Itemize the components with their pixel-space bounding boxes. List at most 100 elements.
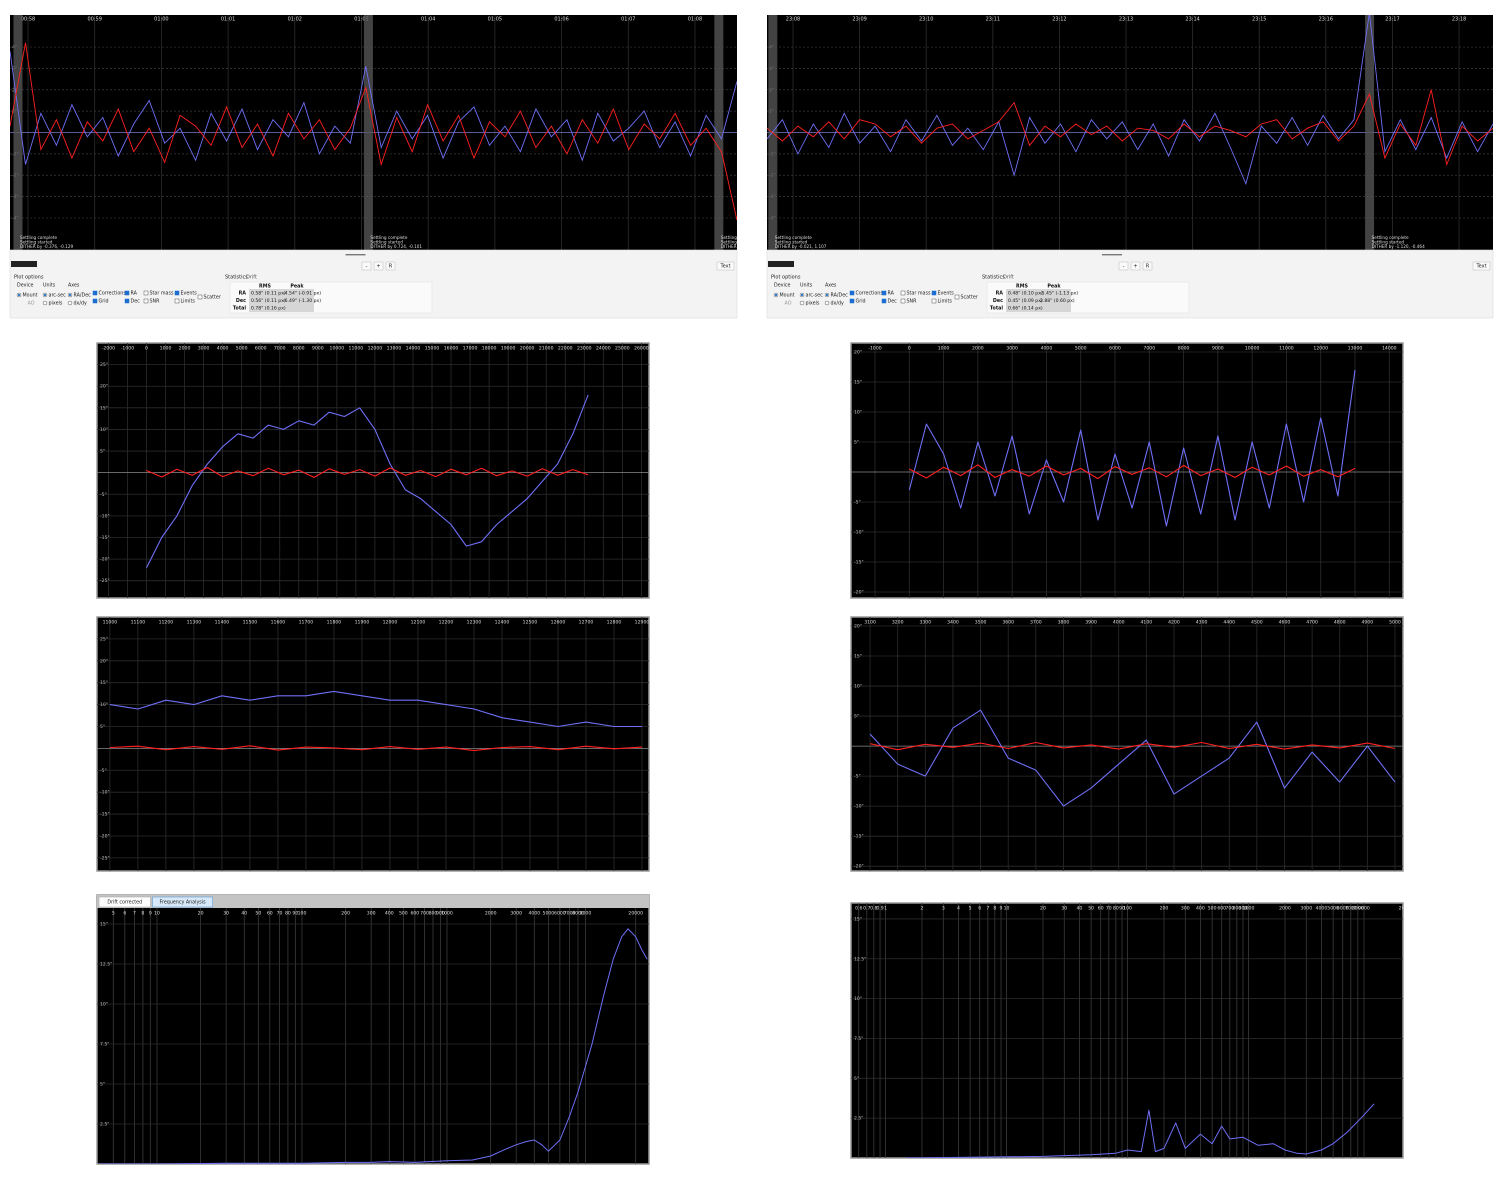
x-tick-label: 4100 [1140, 620, 1152, 626]
tab-label: Frequency Analysis [160, 900, 207, 906]
y-tick-label: -5" [100, 768, 107, 774]
time-label: 00:58 [21, 17, 35, 23]
group-label: Axes [68, 283, 80, 289]
x-tick-label: 700 [1225, 906, 1234, 912]
group-label: Units [43, 283, 56, 289]
checkbox[interactable] [849, 290, 855, 296]
time-label: 23:18 [1452, 17, 1466, 23]
plot: 3100 3200 3300 3400 3500 3600 3700 3800 3900 4000… [851, 617, 1403, 871]
time-label: 01:00 [154, 17, 168, 23]
x-tick-label: 20 [1040, 906, 1046, 912]
checkbox[interactable] [931, 290, 937, 296]
y-tick-label: 12.5" [100, 962, 112, 968]
checkbox[interactable] [849, 298, 855, 304]
stats-value: -6.49" (-1.30 px) [283, 298, 321, 304]
checkbox[interactable] [881, 298, 887, 304]
checkbox[interactable] [174, 298, 180, 304]
x-tick-label: 1000 [938, 346, 950, 352]
x-tick-label: 10000 [330, 346, 345, 352]
checkbox[interactable] [954, 294, 960, 300]
x-tick-label: 0.8 [870, 906, 877, 912]
zoom-button[interactable] [373, 261, 384, 271]
tab[interactable] [152, 896, 214, 908]
stats-value: -5.45" (-1.13 px) [1040, 291, 1078, 297]
zoom-button[interactable] [1130, 261, 1141, 271]
radio[interactable] [824, 300, 830, 306]
ra-trace [767, 89, 1493, 167]
plot: 0.6 0.7 0.80.9 1 2 3 4 5 6 7 8 9 10 20 30 40 50 60 70 80 901… [851, 903, 1403, 1158]
x-tick-label: 7 [986, 906, 989, 912]
y-tick-label: 5" [854, 440, 859, 446]
option-label: dx/dy [831, 301, 845, 307]
x-tick-label: 16000 [444, 346, 459, 352]
stats-value: -4.54" (-0.91 px) [283, 291, 321, 297]
x-tick-label: 25000 [615, 346, 630, 352]
x-tick-label: 2000 [1279, 906, 1291, 912]
zoom-button[interactable] [1142, 261, 1153, 271]
x-tick-label: 3900 [1085, 620, 1097, 626]
x-tick-label: 90 [1119, 906, 1125, 912]
stats-header: RMS [1016, 284, 1028, 290]
stats-values-bg [1006, 289, 1071, 312]
x-tick-label: 5000 [1075, 346, 1087, 352]
x-tick-label: 400 [385, 911, 394, 917]
checkbox[interactable] [124, 290, 130, 296]
checkbox[interactable] [124, 298, 130, 304]
x-tick-label: 900 [1239, 906, 1248, 912]
stats-row-label: RA [996, 291, 1004, 297]
x-tick-label: 800 [429, 911, 438, 917]
checkbox[interactable] [931, 298, 937, 304]
text-button[interactable] [716, 261, 735, 271]
event-label: Settling started [721, 240, 754, 245]
radio[interactable] [67, 300, 73, 306]
stats-value: 0.45" (0.09 px) [1008, 298, 1043, 304]
checkbox[interactable] [143, 290, 149, 296]
checkbox[interactable] [174, 290, 180, 296]
event-label: Settling complete [1372, 235, 1409, 240]
option-label: Grid [856, 299, 866, 305]
settling-band [13, 15, 23, 250]
x-tick-label: 24000 [596, 346, 611, 352]
checkbox[interactable] [900, 298, 906, 304]
y-tick-label: 2.5" [854, 1116, 863, 1122]
text-button[interactable] [1472, 261, 1491, 271]
radio[interactable] [799, 300, 805, 306]
x-tick-label: 1000 [441, 911, 453, 917]
radio[interactable] [42, 300, 48, 306]
zoom-button[interactable] [385, 261, 396, 271]
x-tick-label: 8 [993, 906, 996, 912]
zoom-button-label: R [1146, 264, 1150, 270]
zoom-button-label: + [376, 264, 380, 270]
stats-header: RMS [259, 284, 271, 290]
x-tick-label: 40 [241, 911, 247, 917]
x-tick-label: 500 [1208, 906, 1217, 912]
zoom-button[interactable] [361, 261, 372, 271]
checkbox[interactable] [143, 298, 149, 304]
x-tick-label: 90 [292, 911, 298, 917]
option-label: Dec [888, 299, 898, 305]
x-tick-label: 11000 [1279, 346, 1294, 352]
checkbox[interactable] [92, 290, 98, 296]
checkbox[interactable] [197, 294, 203, 300]
checkbox[interactable] [881, 290, 887, 296]
x-tick-label: 0 [145, 346, 148, 352]
x-tick-label: 3100 [864, 620, 876, 626]
tab[interactable] [98, 896, 151, 908]
checkbox[interactable] [92, 298, 98, 304]
stats-value: 0.56" (0.11 px) [251, 298, 286, 304]
x-tick-label: 50 [255, 911, 261, 917]
y-tick-label: -15" [854, 560, 864, 566]
zoom-button[interactable] [1118, 261, 1129, 271]
y-tick-label: 15" [854, 654, 862, 660]
checkbox[interactable] [900, 290, 906, 296]
y-tick-label: 5" [100, 1082, 105, 1088]
stats-row-label: Total [233, 306, 246, 312]
stats-row-label: Dec [236, 298, 246, 304]
event-label: Settling complete [370, 235, 407, 240]
group-label: Axes [825, 283, 837, 289]
x-tick-label: 4700 [1306, 620, 1318, 626]
x-tick-label: 13000 [1348, 346, 1363, 352]
legend-box [768, 261, 794, 267]
x-tick-label: 2000 [485, 911, 497, 917]
y-tick-label: 10" [100, 1002, 108, 1008]
